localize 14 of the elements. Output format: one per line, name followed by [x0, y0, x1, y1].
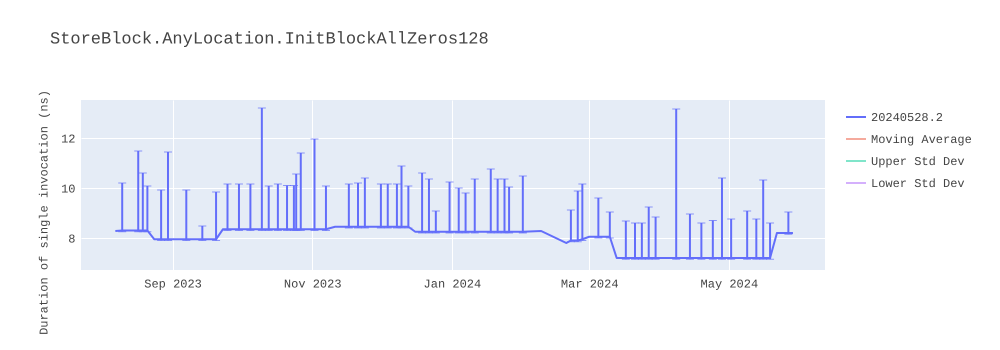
- x-tick-label: May 2024: [700, 278, 758, 292]
- x-tick-label: Sep 2023: [144, 278, 202, 292]
- y-axis-title: Duration of single invocation (ns): [38, 90, 52, 335]
- y-tick-label: 10: [61, 182, 76, 196]
- legend-label: Lower Std Dev: [871, 177, 965, 191]
- legend-label: Moving Average: [871, 133, 972, 147]
- legend-label: Upper Std Dev: [871, 155, 965, 169]
- y-tick-label: 12: [61, 132, 76, 146]
- chart-title: StoreBlock.AnyLocation.InitBlockAllZeros128: [50, 30, 489, 50]
- x-tick-label: Jan 2024: [424, 278, 482, 292]
- legend-label: 20240528.2: [871, 111, 944, 125]
- x-tick-label: Mar 2024: [560, 278, 619, 292]
- x-tick-label: Nov 2023: [284, 278, 342, 292]
- y-tick-label: 8: [68, 232, 76, 246]
